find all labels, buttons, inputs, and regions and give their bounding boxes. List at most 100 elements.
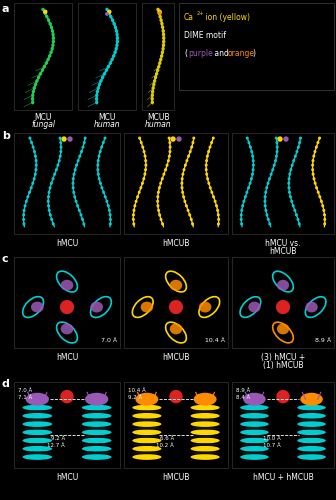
Circle shape <box>317 142 319 144</box>
Circle shape <box>168 137 170 139</box>
Circle shape <box>189 214 191 216</box>
Ellipse shape <box>82 454 112 460</box>
Circle shape <box>157 200 159 202</box>
Circle shape <box>324 218 326 220</box>
Ellipse shape <box>23 435 52 438</box>
Circle shape <box>169 156 170 157</box>
Circle shape <box>160 182 162 184</box>
Circle shape <box>187 210 189 211</box>
Circle shape <box>274 164 275 166</box>
Ellipse shape <box>240 421 269 427</box>
Circle shape <box>163 37 165 39</box>
Text: 7.0 Å: 7.0 Å <box>18 388 32 393</box>
Circle shape <box>57 164 59 166</box>
Circle shape <box>312 164 313 166</box>
Circle shape <box>52 40 54 42</box>
Ellipse shape <box>297 418 326 421</box>
Circle shape <box>284 137 288 141</box>
Ellipse shape <box>23 413 52 418</box>
Circle shape <box>160 58 162 60</box>
Circle shape <box>252 174 253 175</box>
Circle shape <box>116 40 118 42</box>
Ellipse shape <box>85 393 108 406</box>
Circle shape <box>98 178 100 180</box>
Ellipse shape <box>191 410 220 413</box>
Circle shape <box>142 182 143 184</box>
Circle shape <box>191 218 192 220</box>
Text: hMCU + hMCUB: hMCU + hMCUB <box>253 473 313 482</box>
Circle shape <box>209 146 211 148</box>
Text: 2+: 2+ <box>197 11 204 16</box>
Circle shape <box>171 137 175 141</box>
Circle shape <box>299 142 300 144</box>
Ellipse shape <box>297 435 326 438</box>
Circle shape <box>316 187 318 188</box>
Circle shape <box>241 210 243 211</box>
Ellipse shape <box>31 302 44 312</box>
Ellipse shape <box>240 413 269 418</box>
Circle shape <box>161 55 163 57</box>
Circle shape <box>276 151 278 152</box>
Text: (3) hMCU +: (3) hMCU + <box>261 353 305 362</box>
Circle shape <box>166 164 168 166</box>
Circle shape <box>97 164 98 166</box>
Circle shape <box>322 205 324 206</box>
Circle shape <box>319 137 320 139</box>
Circle shape <box>101 187 103 188</box>
Circle shape <box>191 146 193 148</box>
Text: 7.1 Å: 7.1 Å <box>18 395 32 400</box>
Circle shape <box>49 214 51 216</box>
Ellipse shape <box>23 427 52 430</box>
Circle shape <box>154 80 156 82</box>
Text: (: ( <box>184 49 187 58</box>
Circle shape <box>74 196 76 198</box>
Ellipse shape <box>277 324 289 334</box>
Ellipse shape <box>191 452 220 454</box>
Circle shape <box>247 137 248 139</box>
Circle shape <box>160 218 162 220</box>
Circle shape <box>116 34 118 35</box>
Circle shape <box>108 66 110 68</box>
Circle shape <box>143 178 144 180</box>
Circle shape <box>36 164 37 166</box>
Circle shape <box>205 164 207 166</box>
Circle shape <box>115 48 117 50</box>
Ellipse shape <box>191 438 220 444</box>
Circle shape <box>52 223 54 224</box>
Circle shape <box>100 182 101 184</box>
Ellipse shape <box>240 438 269 444</box>
Circle shape <box>140 187 142 188</box>
Circle shape <box>253 164 254 166</box>
Bar <box>124 133 228 234</box>
Ellipse shape <box>305 302 318 312</box>
Circle shape <box>324 214 325 216</box>
Circle shape <box>155 76 157 78</box>
Circle shape <box>60 142 61 144</box>
Circle shape <box>159 187 160 188</box>
Circle shape <box>23 223 25 224</box>
Circle shape <box>241 214 242 216</box>
Circle shape <box>169 151 171 152</box>
Circle shape <box>181 187 183 188</box>
Text: 8.4 Å: 8.4 Å <box>236 395 250 400</box>
Ellipse shape <box>240 430 269 435</box>
Circle shape <box>269 223 270 224</box>
Circle shape <box>106 200 108 202</box>
Ellipse shape <box>277 280 289 290</box>
Circle shape <box>293 160 295 162</box>
Circle shape <box>23 214 25 216</box>
Circle shape <box>177 137 181 141</box>
Circle shape <box>251 178 252 180</box>
Circle shape <box>52 37 54 39</box>
Ellipse shape <box>240 427 269 430</box>
Circle shape <box>103 73 106 75</box>
Circle shape <box>243 200 245 202</box>
Text: Ca: Ca <box>184 13 194 22</box>
Circle shape <box>153 84 155 86</box>
Circle shape <box>277 146 278 148</box>
Circle shape <box>35 84 37 86</box>
Ellipse shape <box>240 454 269 460</box>
Circle shape <box>50 52 52 54</box>
Text: c: c <box>2 254 9 264</box>
Circle shape <box>35 156 36 157</box>
